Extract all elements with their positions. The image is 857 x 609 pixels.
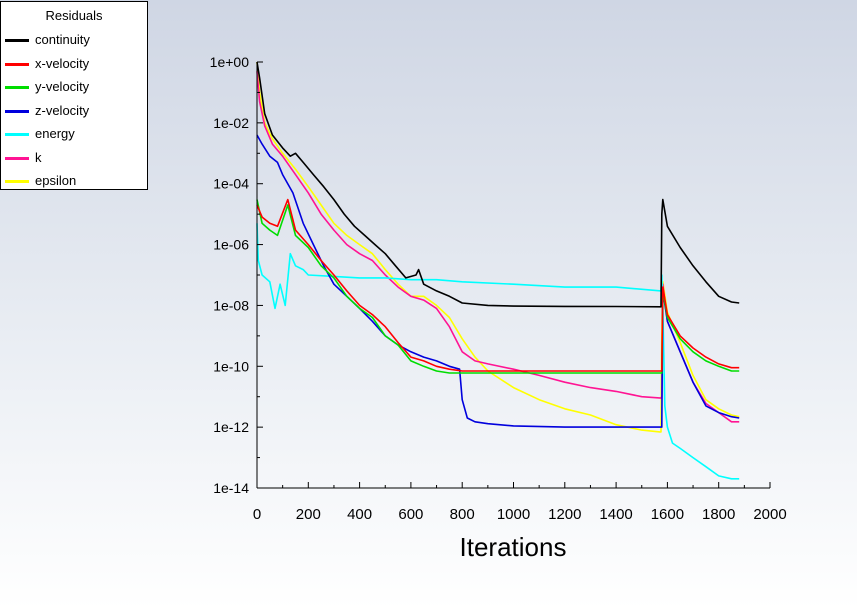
legend-item-epsilon: epsilon xyxy=(5,173,145,189)
legend-item-continuity: continuity xyxy=(5,32,145,48)
y-tick-label: 1e+00 xyxy=(210,54,250,70)
y-tick-label: 1e-10 xyxy=(213,358,249,374)
axes-layer: 1e+00 1e-02 1e-04 1e-06 1e-08 1e-10 1e-12 1e-14… xyxy=(210,54,787,523)
legend-label: energy xyxy=(35,126,75,141)
legend-swatch xyxy=(5,62,29,66)
legend-swatch xyxy=(5,86,29,89)
x-tick-label: 1200 xyxy=(548,506,581,523)
y-tick-label: 1e-08 xyxy=(213,297,249,313)
x-tick-label: 400 xyxy=(347,506,372,523)
legend-item-k: k xyxy=(5,150,145,166)
series-line-continuity xyxy=(256,61,740,308)
x-tick-label: 0 xyxy=(253,506,261,523)
series-line-x-velocity xyxy=(256,198,740,372)
legend-swatch xyxy=(5,156,29,160)
series-line-k xyxy=(256,71,740,423)
legend-item-x-velocity: x-velocity xyxy=(5,56,145,72)
legend-label: x-velocity xyxy=(35,55,90,71)
legend-label: continuity xyxy=(35,32,90,47)
y-tick-label: 1e-14 xyxy=(213,480,249,496)
legend-swatch xyxy=(5,180,29,183)
legend-label: y-velocity xyxy=(35,79,90,94)
series-layer xyxy=(256,61,740,480)
legend-item-z-velocity: z-velocity xyxy=(5,103,145,119)
legend-label: k xyxy=(35,149,42,165)
x-tick-label: 200 xyxy=(296,506,321,523)
legend-title: Residuals xyxy=(45,8,103,23)
legend-swatch xyxy=(5,133,29,136)
legend: Residuals continuity x-velocity y-velocity… xyxy=(0,1,148,190)
legend-label: z-velocity xyxy=(35,102,90,118)
legend-item-y-velocity: y-velocity xyxy=(5,79,145,95)
x-tick-label: 1400 xyxy=(599,506,632,523)
x-tick-label: 2000 xyxy=(753,506,786,523)
x-tick-label: 1000 xyxy=(497,506,530,523)
series-line-epsilon xyxy=(256,61,740,433)
x-tick-label: 800 xyxy=(450,506,475,523)
series-line-z-velocity xyxy=(256,134,740,428)
y-tick-label: 1e-12 xyxy=(213,419,249,435)
legend-label: epsilon xyxy=(35,173,77,188)
y-tick-label: 1e-02 xyxy=(213,115,249,131)
series-line-y-velocity xyxy=(256,199,740,374)
series-line-energy xyxy=(256,223,740,480)
x-tick-label: 600 xyxy=(398,506,423,523)
x-tick-label: 1600 xyxy=(651,506,684,523)
legend-item-energy: energy xyxy=(5,126,145,142)
x-axis-label: Iterations xyxy=(460,532,567,562)
legend-swatch xyxy=(5,39,29,42)
x-tick-label: 1800 xyxy=(702,506,735,523)
y-tick-label: 1e-06 xyxy=(213,237,249,253)
legend-swatch xyxy=(5,109,29,113)
y-tick-label: 1e-04 xyxy=(213,176,249,192)
